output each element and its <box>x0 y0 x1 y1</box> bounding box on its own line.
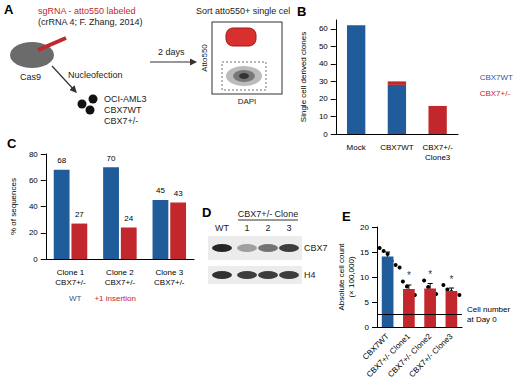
svg-text:Absolute cell count: Absolute cell count <box>337 243 346 311</box>
svg-text:CBX7WT: CBX7WT <box>360 331 391 362</box>
svg-text:CBX7+/-: CBX7+/- <box>154 278 185 287</box>
svg-text:CBX7+/-: CBX7+/- <box>105 278 136 287</box>
svg-text:80: 80 <box>29 150 38 159</box>
svg-text:sgRNA - atto550 labeled: sgRNA - atto550 labeled <box>38 6 136 16</box>
svg-text:45: 45 <box>156 186 165 195</box>
svg-text:CBX7+/-: CBX7+/- <box>422 143 453 152</box>
svg-text:*: * <box>449 274 453 285</box>
svg-text:Clone 3: Clone 3 <box>156 268 184 277</box>
svg-text:CBX7+/-: CBX7+/- <box>480 89 511 98</box>
svg-text:CBX7WT: CBX7WT <box>480 73 513 82</box>
svg-text:5: 5 <box>365 298 370 307</box>
svg-text:at Day 0: at Day 0 <box>467 315 497 324</box>
svg-text:Cas9: Cas9 <box>20 72 41 82</box>
svg-text:27: 27 <box>75 210 84 219</box>
svg-text:CBX7+/-: CBX7+/- <box>104 116 138 126</box>
svg-text:% of sequences: % of sequences <box>9 178 18 235</box>
svg-text:1: 1 <box>244 223 249 233</box>
svg-text:20: 20 <box>29 228 38 237</box>
svg-text:50: 50 <box>319 42 328 51</box>
svg-text:CBX7WT: CBX7WT <box>104 105 142 115</box>
svg-text:0: 0 <box>365 323 370 332</box>
svg-text:60: 60 <box>319 24 328 33</box>
svg-text:A: A <box>4 2 14 17</box>
svg-text:40: 40 <box>29 202 38 211</box>
svg-text:Clone 1: Clone 1 <box>57 268 85 277</box>
svg-text:E: E <box>342 209 351 224</box>
svg-text:D: D <box>202 205 211 220</box>
svg-text:CBX7+/-: CBX7+/- <box>55 278 86 287</box>
svg-text:*: * <box>407 270 411 281</box>
svg-text:70: 70 <box>107 154 116 163</box>
svg-text:C: C <box>7 136 17 151</box>
svg-text:Clone 2: Clone 2 <box>106 268 134 277</box>
svg-text:Nucleofection: Nucleofection <box>68 70 123 80</box>
svg-text:68: 68 <box>57 156 66 165</box>
svg-text:Cell number: Cell number <box>467 305 512 314</box>
svg-text:10: 10 <box>360 273 369 282</box>
svg-text:15: 15 <box>360 248 369 257</box>
svg-text:Sort atto550+ single cells: Sort atto550+ single cells <box>196 6 290 16</box>
svg-text:20: 20 <box>360 223 369 232</box>
svg-text:H4: H4 <box>304 270 316 280</box>
svg-text:Mock: Mock <box>347 143 367 152</box>
svg-text:20: 20 <box>319 94 328 103</box>
svg-text:CBX7WT: CBX7WT <box>380 143 413 152</box>
svg-text:+1 insertion: +1 insertion <box>94 294 136 303</box>
svg-text:24: 24 <box>124 214 133 223</box>
svg-text:B: B <box>297 4 306 19</box>
svg-text:2 days: 2 days <box>158 47 185 57</box>
svg-text:Clone3: Clone3 <box>425 153 451 162</box>
svg-text:0: 0 <box>33 255 38 264</box>
svg-text:*: * <box>428 269 432 280</box>
svg-text:40: 40 <box>319 59 328 68</box>
svg-text:10: 10 <box>319 112 328 121</box>
svg-text:Atto550: Atto550 <box>200 44 209 72</box>
svg-text:CBX7+/- Clone1: CBX7+/- Clone1 <box>364 331 413 380</box>
svg-text:WT: WT <box>69 294 82 303</box>
svg-text:43: 43 <box>174 189 183 198</box>
svg-text:(crRNA 4; F. Zhang, 2014): (crRNA 4; F. Zhang, 2014) <box>38 17 143 27</box>
svg-text:(× 100,000): (× 100,000) <box>347 256 356 297</box>
svg-text:CBX7+/- Clone2: CBX7+/- Clone2 <box>386 331 434 380</box>
svg-text:CBX7+/- Clone3: CBX7+/- Clone3 <box>407 331 455 379</box>
svg-text:CBX7+/- Clone: CBX7+/- Clone <box>238 209 298 219</box>
svg-text:OCI-AML3: OCI-AML3 <box>104 94 147 104</box>
svg-text:DAPI: DAPI <box>238 97 257 106</box>
svg-text:3: 3 <box>286 223 291 233</box>
svg-text:2: 2 <box>265 223 270 233</box>
svg-text:0: 0 <box>323 130 328 139</box>
svg-text:30: 30 <box>319 77 328 86</box>
svg-text:CBX7: CBX7 <box>304 243 328 253</box>
svg-text:Single cell derived clones: Single cell derived clones <box>299 32 308 122</box>
svg-text:WT: WT <box>215 223 229 233</box>
svg-text:60: 60 <box>29 176 38 185</box>
